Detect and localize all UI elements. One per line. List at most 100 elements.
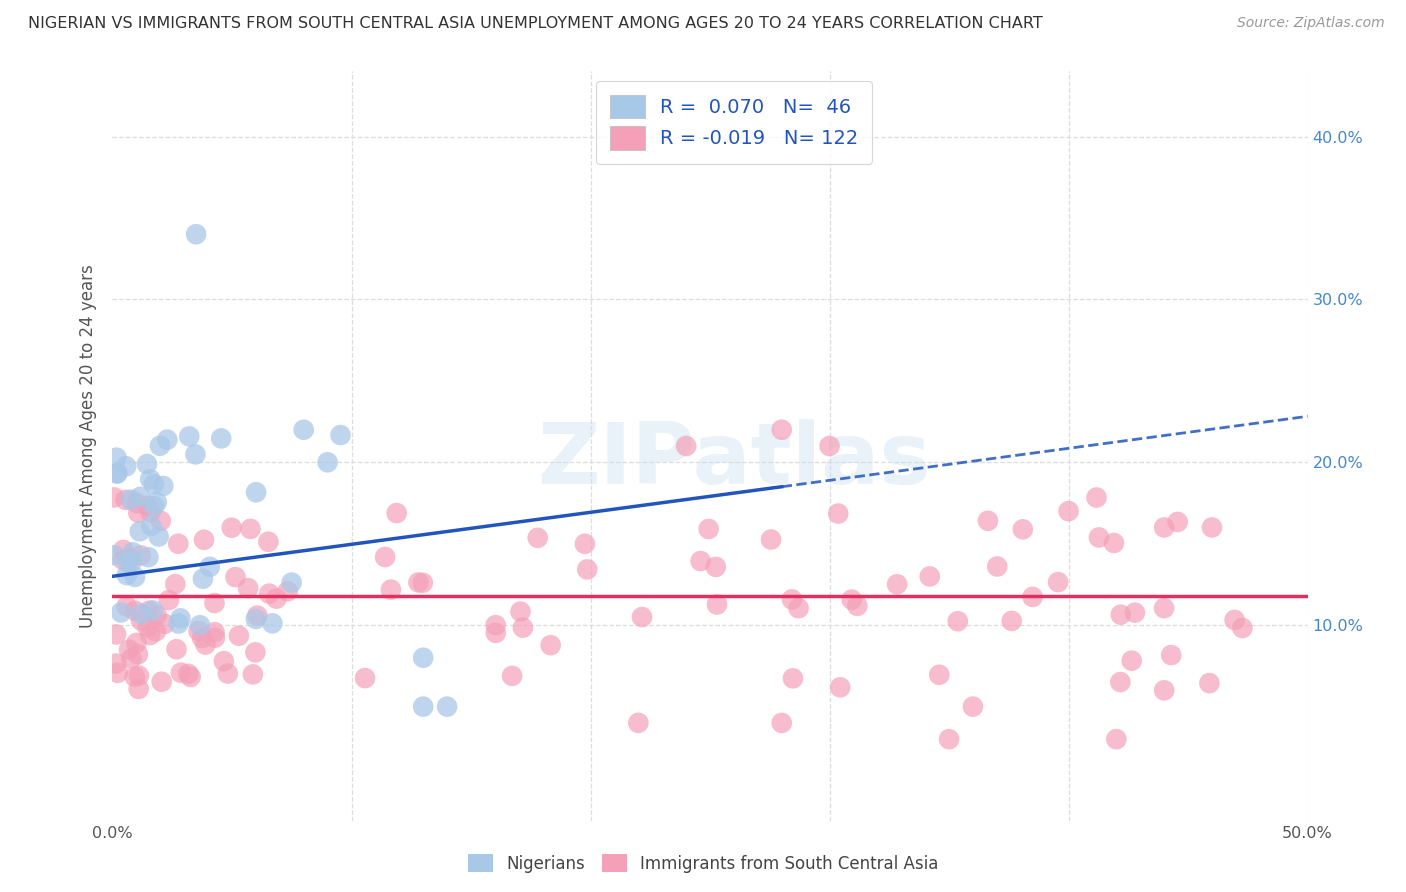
Point bbox=[128, 524, 150, 539]
Point bbox=[107, 665, 129, 680]
Point bbox=[125, 496, 148, 510]
Point bbox=[156, 433, 179, 447]
Point bbox=[105, 467, 128, 481]
Point bbox=[329, 428, 352, 442]
Point bbox=[485, 618, 508, 632]
Point bbox=[412, 575, 434, 590]
Point bbox=[509, 605, 531, 619]
Point bbox=[1160, 648, 1182, 662]
Point bbox=[125, 636, 148, 650]
Point bbox=[105, 627, 128, 641]
Point bbox=[1223, 613, 1246, 627]
Point bbox=[485, 626, 508, 640]
Point bbox=[141, 518, 163, 533]
Point bbox=[150, 674, 173, 689]
Point bbox=[127, 506, 149, 520]
Point bbox=[145, 624, 167, 639]
Point bbox=[257, 586, 280, 600]
Point bbox=[145, 495, 167, 509]
Point bbox=[167, 616, 190, 631]
Point bbox=[124, 570, 146, 584]
Point bbox=[697, 522, 720, 536]
Point bbox=[217, 666, 239, 681]
Point bbox=[110, 606, 132, 620]
Point bbox=[262, 616, 284, 631]
Point bbox=[224, 570, 246, 584]
Point bbox=[787, 601, 810, 615]
Point bbox=[167, 537, 190, 551]
Point bbox=[148, 530, 170, 544]
Point bbox=[186, 227, 208, 242]
Point bbox=[1047, 575, 1070, 590]
Point bbox=[142, 477, 165, 491]
Text: Source: ZipAtlas.com: Source: ZipAtlas.com bbox=[1237, 16, 1385, 30]
Point bbox=[228, 629, 250, 643]
Point bbox=[103, 548, 125, 562]
Point bbox=[245, 645, 267, 659]
Point bbox=[120, 492, 142, 507]
Point bbox=[184, 447, 207, 461]
Point bbox=[204, 631, 226, 645]
Point bbox=[526, 531, 548, 545]
Point bbox=[143, 499, 166, 513]
Point bbox=[986, 559, 1008, 574]
Point bbox=[1085, 491, 1108, 505]
Point bbox=[1109, 607, 1132, 622]
Point bbox=[512, 621, 534, 635]
Point bbox=[105, 450, 128, 465]
Point bbox=[316, 455, 339, 469]
Text: NIGERIAN VS IMMIGRANTS FROM SOUTH CENTRAL ASIA UNEMPLOYMENT AMONG AGES 20 TO 24 : NIGERIAN VS IMMIGRANTS FROM SOUTH CENTRA… bbox=[28, 16, 1043, 31]
Point bbox=[179, 429, 201, 443]
Point bbox=[142, 603, 165, 617]
Point bbox=[412, 650, 434, 665]
Point bbox=[408, 575, 430, 590]
Point bbox=[689, 554, 711, 568]
Point bbox=[1021, 590, 1043, 604]
Point bbox=[257, 534, 280, 549]
Point bbox=[129, 549, 152, 563]
Point bbox=[1167, 515, 1189, 529]
Point bbox=[436, 699, 458, 714]
Point bbox=[977, 514, 1000, 528]
Point bbox=[138, 604, 160, 618]
Point bbox=[114, 492, 136, 507]
Point bbox=[118, 642, 141, 657]
Point bbox=[153, 616, 176, 631]
Point bbox=[191, 572, 214, 586]
Point bbox=[1121, 654, 1143, 668]
Point bbox=[846, 599, 869, 613]
Point bbox=[1153, 683, 1175, 698]
Point bbox=[105, 466, 128, 480]
Point bbox=[412, 699, 434, 714]
Point bbox=[830, 681, 852, 695]
Point bbox=[1011, 522, 1033, 536]
Point bbox=[245, 612, 267, 626]
Point bbox=[204, 596, 226, 610]
Point bbox=[631, 610, 654, 624]
Point bbox=[574, 537, 596, 551]
Point bbox=[1105, 732, 1128, 747]
Point bbox=[1001, 614, 1024, 628]
Point bbox=[706, 598, 728, 612]
Point bbox=[117, 556, 139, 570]
Point bbox=[121, 555, 143, 569]
Point bbox=[280, 575, 302, 590]
Point bbox=[124, 604, 146, 618]
Point bbox=[239, 522, 262, 536]
Point bbox=[170, 665, 193, 680]
Point bbox=[115, 599, 138, 614]
Point bbox=[149, 439, 172, 453]
Point bbox=[1123, 606, 1146, 620]
Legend: R =  0.070   N=  46, R = -0.019   N= 122: R = 0.070 N= 46, R = -0.019 N= 122 bbox=[596, 81, 872, 163]
Point bbox=[770, 715, 793, 730]
Point bbox=[354, 671, 377, 685]
Point bbox=[180, 670, 202, 684]
Point bbox=[191, 631, 214, 645]
Point bbox=[136, 457, 159, 471]
Point bbox=[501, 669, 523, 683]
Point bbox=[292, 423, 315, 437]
Point bbox=[242, 667, 264, 681]
Point bbox=[277, 584, 299, 599]
Point bbox=[374, 549, 396, 564]
Point bbox=[818, 439, 841, 453]
